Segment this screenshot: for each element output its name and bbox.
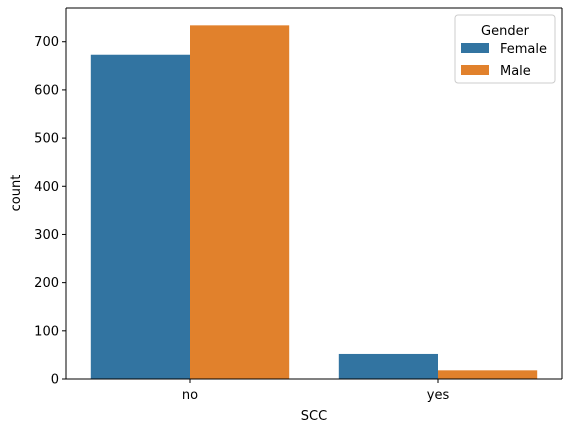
bar-male-no [190, 25, 290, 379]
x-tick-label-no: no [182, 388, 198, 403]
y-tick-label: 600 [34, 83, 59, 98]
legend-label-male: Male [500, 64, 531, 79]
legend-swatch-female [461, 43, 489, 53]
x-axis-ticks: no yes [182, 379, 450, 403]
axes-frame [65, 7, 563, 380]
bar-female-yes [338, 353, 438, 379]
bar-male-yes [438, 370, 538, 379]
y-tick-label: 700 [34, 35, 59, 50]
y-tick-label: 200 [34, 276, 59, 291]
x-tick-label-yes: yes [427, 388, 450, 403]
y-tick-label: 400 [34, 180, 59, 195]
legend: Gender Female Male [454, 14, 556, 84]
x-axis-label: SCC [301, 409, 327, 424]
bar-female-no [90, 54, 190, 380]
y-tick-label: 100 [34, 324, 59, 339]
legend-swatch-male [461, 65, 489, 75]
bars-group [90, 25, 538, 380]
legend-title: Gender [481, 24, 530, 39]
y-tick-label: 500 [34, 132, 59, 147]
y-tick-label: 0 [51, 373, 59, 388]
legend-label-female: Female [500, 42, 547, 57]
y-tick-label: 300 [34, 228, 59, 243]
y-axis-ticks: 0 100 200 300 400 500 600 700 [34, 35, 66, 388]
y-axis-label: count [9, 175, 24, 212]
legend-entries: Female Male [461, 42, 547, 79]
